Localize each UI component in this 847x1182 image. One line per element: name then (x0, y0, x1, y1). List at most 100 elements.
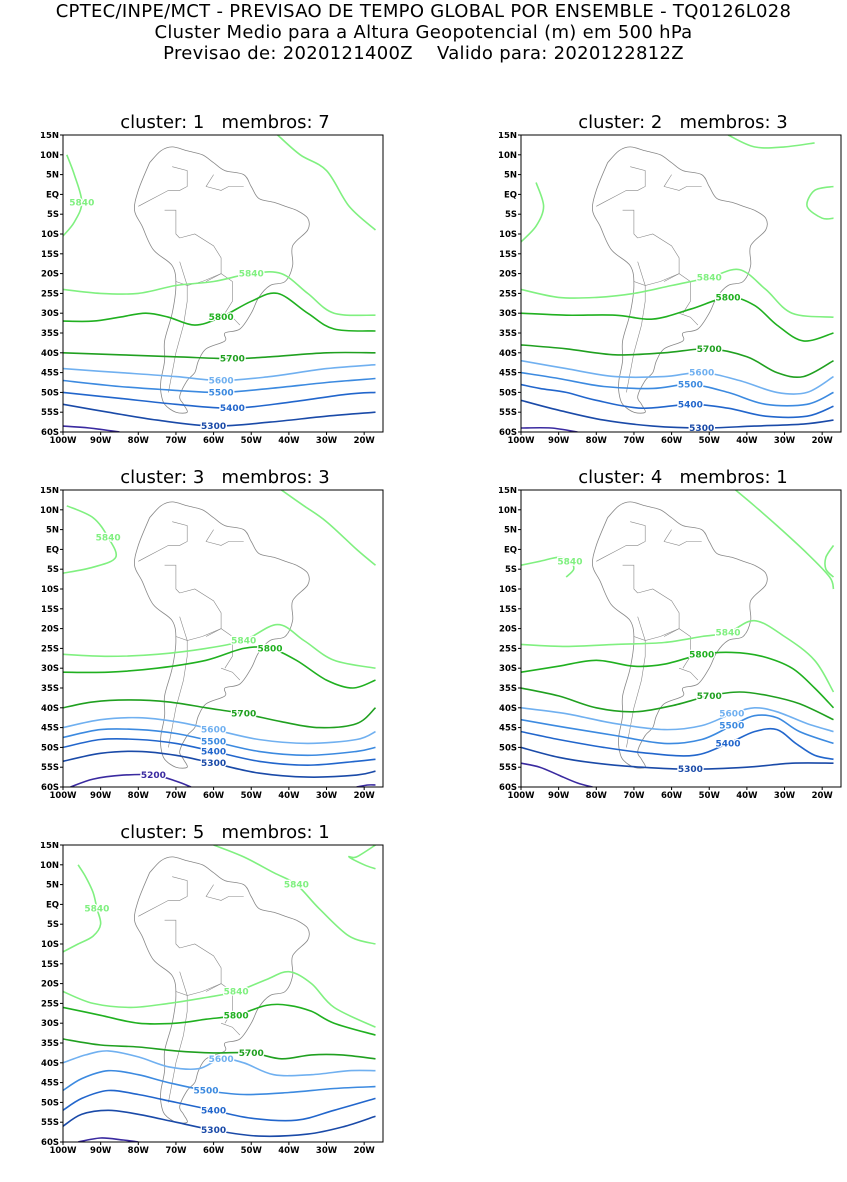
lon-tick-label: 80W (128, 1146, 150, 1156)
lat-tick-label: 5S (47, 210, 59, 220)
contour-5840 (277, 135, 377, 231)
coastline (133, 501, 310, 769)
country-border (614, 521, 646, 552)
lon-tick-label: 60W (661, 436, 683, 446)
lat-tick-label: 10S (41, 940, 59, 950)
contour-5400 (63, 391, 376, 410)
country-border (164, 564, 180, 594)
contour-label: 5500 (194, 1087, 219, 1097)
lat-tick-label: 15N (40, 487, 59, 496)
contour-label: 5800 (258, 644, 283, 654)
country-border (678, 312, 699, 326)
lon-tick-label: 20W (812, 436, 834, 446)
lat-tick-label: 15S (41, 960, 59, 970)
lon-tick-label: 30W (774, 791, 796, 801)
map-panel-cluster-5: cluster: 5 membros: 1 5840 5840 5840 5800 57… (25, 822, 425, 1162)
contour-5500 (63, 377, 376, 394)
contour-5400 (63, 1089, 376, 1122)
contour-5400 (521, 727, 834, 761)
country-border (596, 196, 616, 207)
country-border (205, 628, 233, 669)
lat-tick-label: 25S (499, 644, 517, 654)
lat-tick-label: 20S (41, 625, 59, 635)
lat-tick-label: 45S (41, 1079, 59, 1089)
map-panel-cluster-4: cluster: 4 membros: 1 5840 5840 5800 5700 56… (483, 467, 847, 807)
lat-tick-label: 30S (41, 664, 59, 674)
lat-tick-label: 45S (499, 369, 517, 379)
lon-tick-label: 30W (316, 436, 338, 446)
contour-label: 5600 (209, 377, 234, 387)
country-border (622, 564, 638, 594)
contour-5600 (63, 716, 376, 745)
lon-tick-label: 20W (812, 791, 834, 801)
lon-tick-label: 90W (548, 436, 570, 446)
country-border (663, 628, 691, 669)
lat-tick-label: 35S (499, 329, 517, 339)
contour-5600 (521, 359, 834, 395)
lat-tick-label: 50S (499, 388, 517, 398)
contour-label: 5300 (689, 424, 714, 434)
lat-tick-label: 50S (41, 388, 59, 398)
lon-tick-label: 40W (278, 791, 300, 801)
lat-tick-label: 35S (41, 684, 59, 694)
country-border (205, 884, 244, 901)
country-border (663, 529, 702, 546)
lon-tick-label: 90W (90, 791, 112, 801)
country-border (626, 636, 646, 748)
lat-tick-label: 60S (41, 1138, 59, 1148)
country-border (220, 1022, 241, 1036)
contour-5700 (63, 351, 376, 360)
country-border (138, 906, 158, 917)
country-border (637, 588, 680, 641)
contour-5800 (521, 296, 834, 342)
country-border (205, 529, 244, 546)
country-border (205, 983, 233, 1024)
lon-tick-label: 60W (203, 436, 225, 446)
lat-tick-label: 15S (499, 250, 517, 260)
contour-label: 5500 (678, 380, 703, 390)
contour-5600 (63, 1050, 376, 1077)
contour-label: 5300 (678, 765, 703, 775)
lat-tick-label: 5N (504, 171, 517, 181)
lat-tick-label: EQ (46, 900, 59, 910)
contour-5400 (63, 737, 376, 767)
lat-tick-label: 5S (505, 565, 517, 575)
panel-title: cluster: 3 membros: 3 (120, 467, 330, 488)
lon-tick-label: 80W (128, 436, 150, 446)
map-frame (520, 134, 842, 433)
contour-5800 (63, 292, 376, 332)
lat-tick-label: 5N (46, 881, 59, 891)
lat-tick-label: 55S (499, 408, 517, 418)
contour-5840 (521, 182, 545, 243)
contour-label: 5400 (220, 404, 245, 414)
lon-tick-label: 50W (241, 436, 263, 446)
map-panel-cluster-2: cluster: 2 membros: 3 5840 5800 5700 5600 55… (483, 112, 847, 452)
lat-tick-label: 45S (499, 724, 517, 734)
contour-label: 5840 (84, 904, 109, 914)
lon-tick-label: 30W (316, 1146, 338, 1156)
lon-tick-label: 90W (90, 436, 112, 446)
country-border (205, 273, 233, 314)
contour-5200 (77, 1137, 139, 1142)
contour-5800 (63, 646, 376, 689)
lon-tick-label: 50W (699, 436, 721, 446)
contour-5840 (348, 845, 376, 870)
country-border (138, 196, 158, 207)
lat-tick-label: 25S (499, 289, 517, 299)
lat-tick-label: 15N (40, 842, 59, 851)
country-border (596, 551, 616, 562)
contour-label: 5700 (697, 692, 722, 702)
lat-tick-label: 10S (41, 230, 59, 240)
country-border (614, 166, 646, 197)
lon-tick-label: 100W (507, 436, 535, 446)
panel-title: cluster: 5 membros: 1 (120, 822, 330, 843)
contour-label: 5800 (716, 293, 741, 303)
contour-5840 (735, 490, 835, 590)
lat-tick-label: 40S (41, 349, 59, 359)
lat-tick-label: 55S (499, 763, 517, 773)
contour-5840 (63, 505, 118, 574)
lat-tick-label: 5N (46, 526, 59, 536)
lon-tick-label: 40W (278, 436, 300, 446)
contour-label: 5300 (201, 759, 226, 769)
lat-tick-label: 30S (41, 309, 59, 319)
